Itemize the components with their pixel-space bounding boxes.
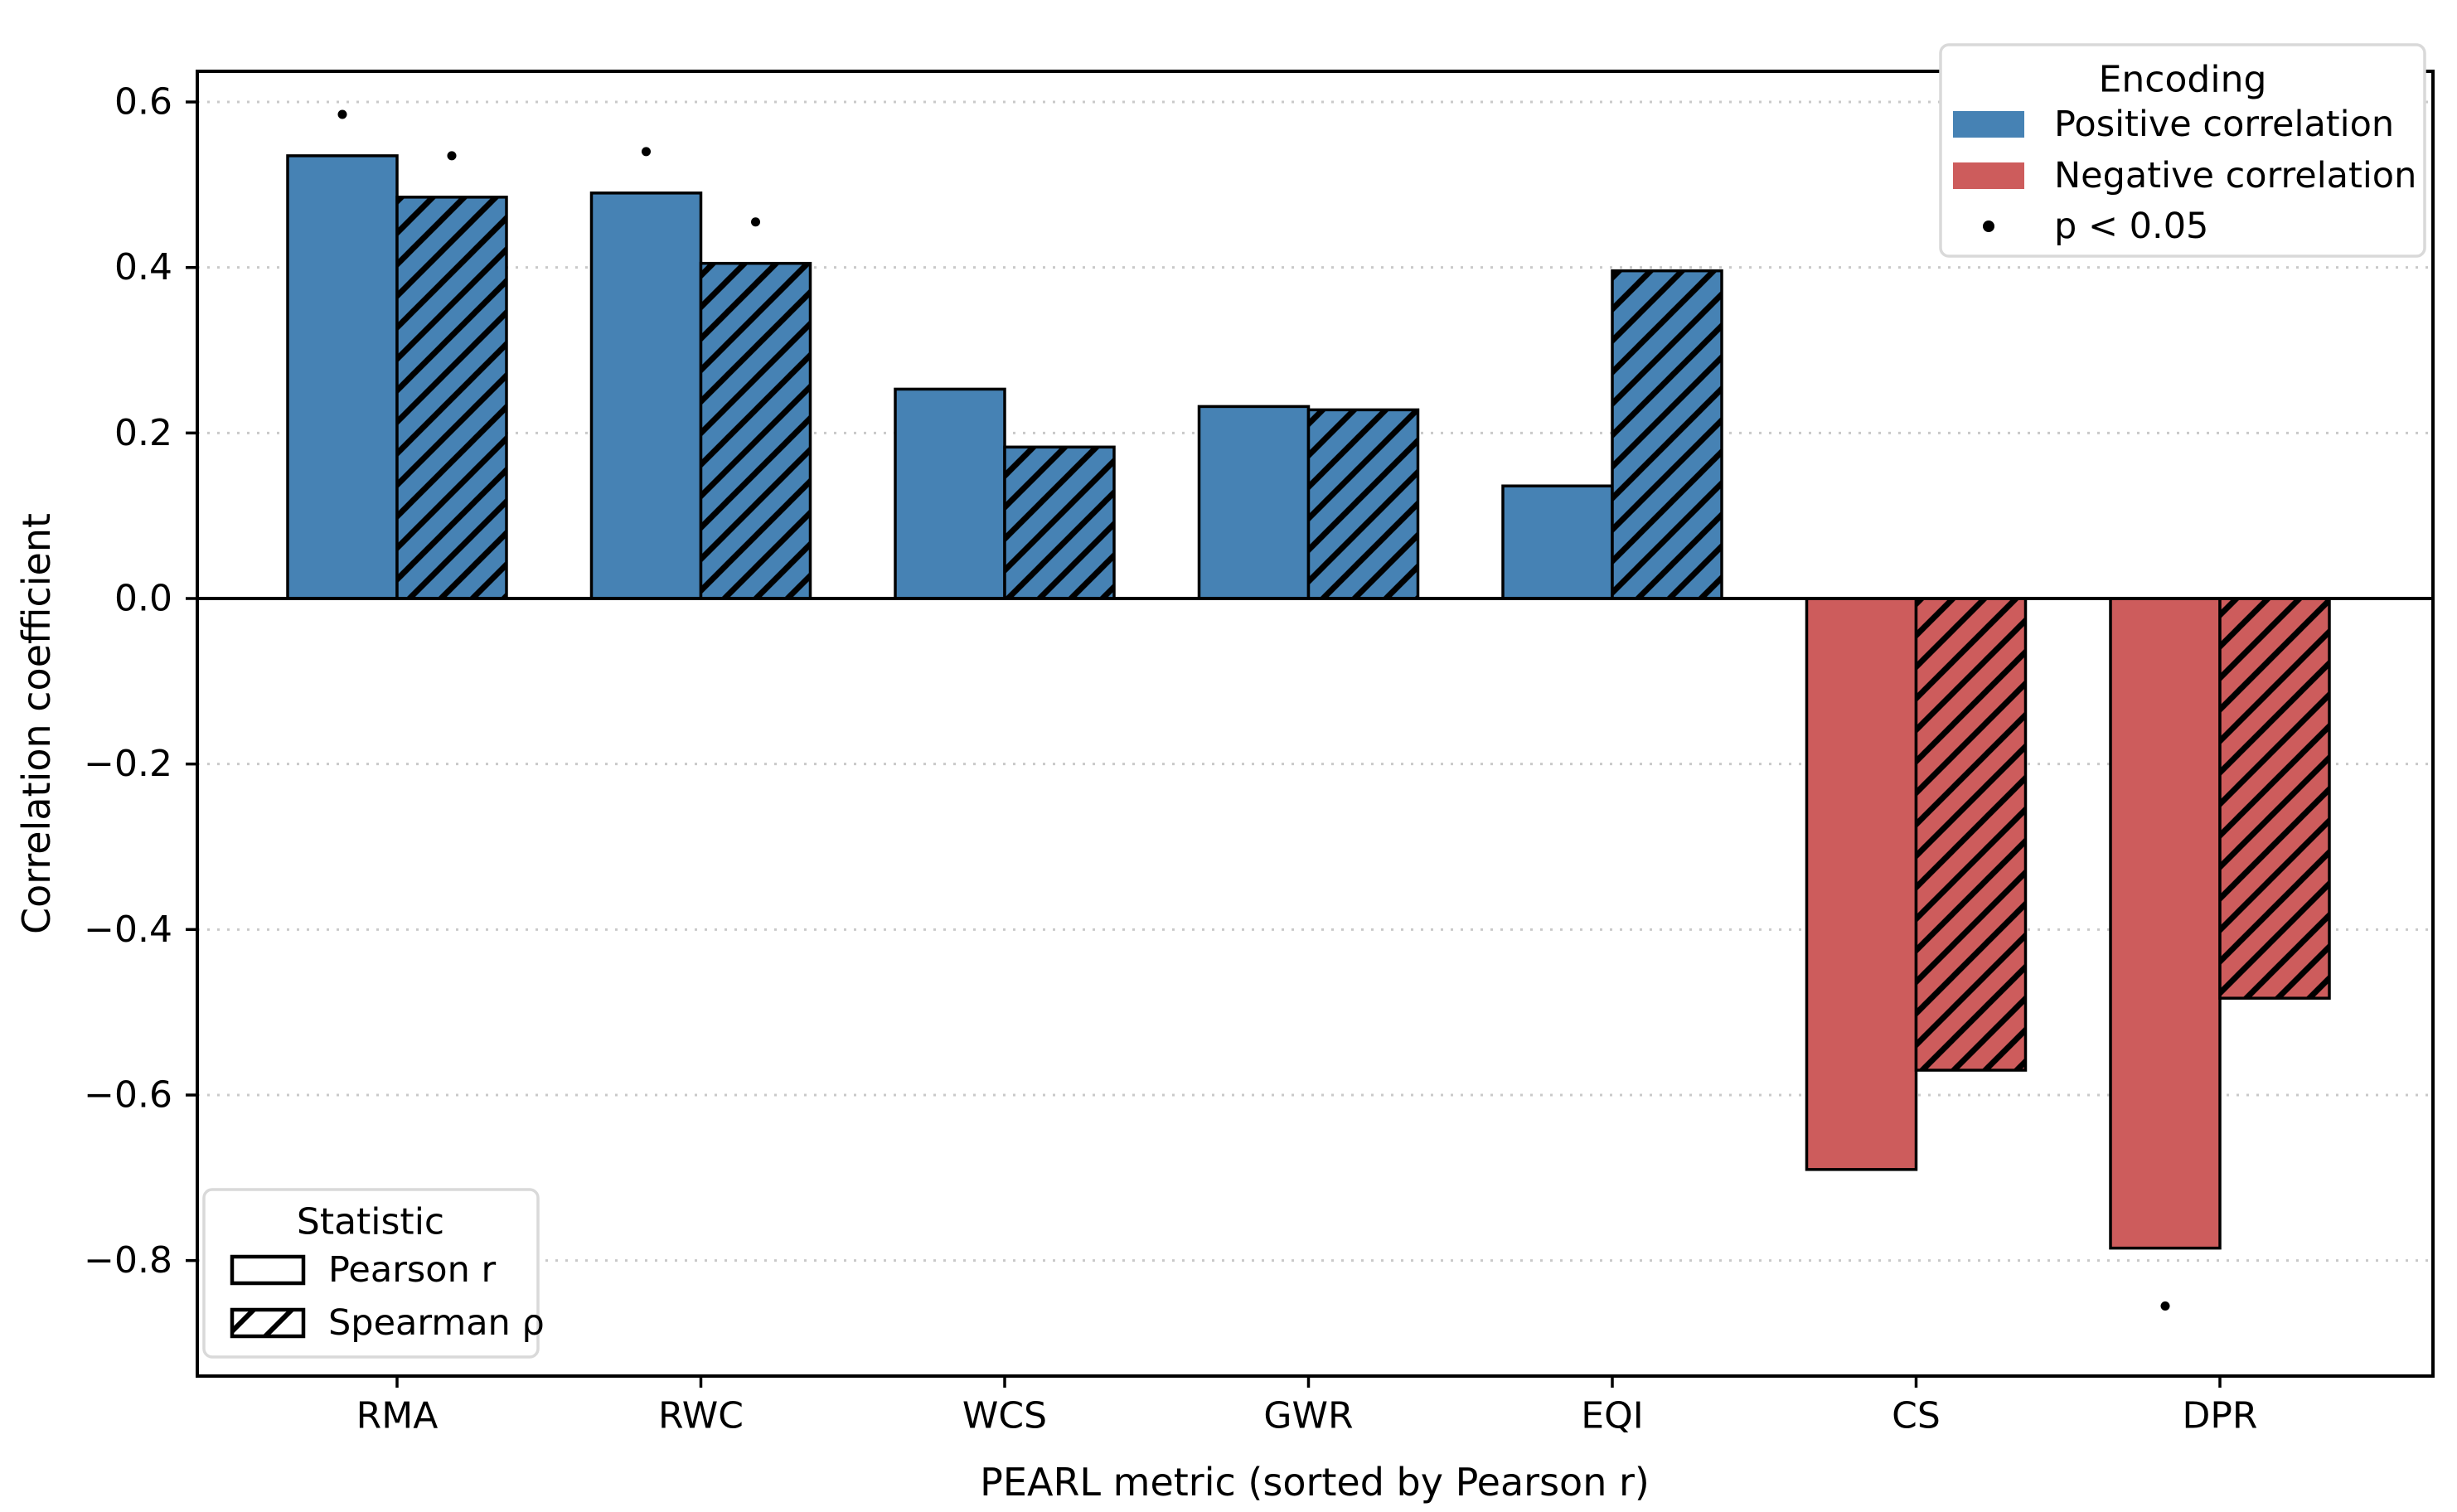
x-tick-label-CS: CS: [1892, 1395, 1941, 1437]
bar-WCS-pearson-r: [895, 389, 1005, 598]
y-tick-label-−0.6: −0.6: [84, 1073, 172, 1116]
bar-EQI-pearson-r: [1503, 486, 1612, 598]
y-tick-label-−0.8: −0.8: [84, 1239, 172, 1282]
legends: Positive correlation Negative correlation…: [202, 43, 2426, 1359]
legend-swatch-dot: [1983, 220, 1994, 232]
x-tick-label-EQI: EQI: [1581, 1395, 1643, 1437]
x-tick-label-RMA: RMA: [356, 1395, 439, 1437]
bar-CS-pearson-r: [1806, 598, 1917, 1170]
legend-encoding-entry-2: p < 0.05: [2054, 206, 2208, 247]
bar-WCS-spearman-rho-edge: [1003, 445, 1116, 600]
x-axis-label: PEARL metric (sorted by Pearson r): [980, 1460, 1650, 1505]
legend-swatch-negative: [1953, 162, 2024, 189]
sig-marker-RMA-spearman-rho: [447, 151, 457, 161]
y-axis-label: Correlation coefficient: [14, 513, 59, 934]
bar-DPR-spearman-rho-edge: [2218, 597, 2331, 1000]
x-tick-label-DPR: DPR: [2183, 1395, 2258, 1437]
bar-RWC-spearman-rho-edge: [699, 261, 812, 600]
sig-marker-RMA-pearson-r: [337, 109, 347, 119]
sig-marker-RWC-spearman-rho: [751, 217, 760, 227]
bar-RMA-spearman-rho-edge: [395, 196, 508, 600]
bar-RWC-pearson-r: [591, 192, 701, 598]
x-tick-label-GWR: GWR: [1263, 1395, 1353, 1437]
y-tick-label-−0.2: −0.2: [84, 743, 172, 785]
legend-swatch-positive: [1953, 111, 2024, 138]
plot-border: [196, 70, 2435, 1378]
y-tick-label-−0.4: −0.4: [84, 909, 172, 951]
sig-marker-DPR-pearson-r: [2160, 1301, 2170, 1311]
bar-RMA-pearson-r: [288, 155, 397, 599]
x-tick-label-WCS: WCS: [962, 1395, 1047, 1437]
bar-EQI-spearman-rho-edge: [1611, 269, 1723, 600]
y-tick-label-0.0: 0.0: [114, 578, 172, 620]
legend-encoding-entry-1: Negative correlation: [2054, 155, 2416, 196]
legend-swatch-hatched: [230, 1307, 306, 1339]
y-tick-label-0.4: 0.4: [114, 246, 172, 288]
legend-encoding-box: [1939, 43, 2426, 258]
bar-GWR-spearman-rho-edge: [1306, 408, 1420, 600]
legend-swatch-plain: [230, 1254, 306, 1286]
plot-area: 0.6 0.4 0.2 0.0 −0.2 −0.4 −0.6 −0.8 RMA RWC WCS GWR…: [84, 70, 2435, 1437]
legend-statistic-entry-1: Spearman ρ: [328, 1302, 545, 1344]
legend-encoding-entry-0: Positive correlation: [2054, 104, 2394, 145]
legend-encoding-title: Encoding: [2099, 59, 2267, 101]
y-tick-label-0.6: 0.6: [114, 81, 172, 124]
bar-GWR-pearson-r: [1199, 406, 1309, 598]
y-tick-label-0.2: 0.2: [114, 412, 172, 454]
bar-CS-spearman-rho-edge: [1914, 597, 2028, 1072]
sig-marker-RWC-pearson-r: [642, 147, 651, 157]
bar-DPR-pearson-r: [2110, 598, 2220, 1248]
legend-statistic-entry-0: Pearson r: [328, 1249, 497, 1291]
legend-statistic-title: Statistic: [297, 1201, 444, 1243]
x-tick-label-RWC: RWC: [658, 1395, 744, 1437]
